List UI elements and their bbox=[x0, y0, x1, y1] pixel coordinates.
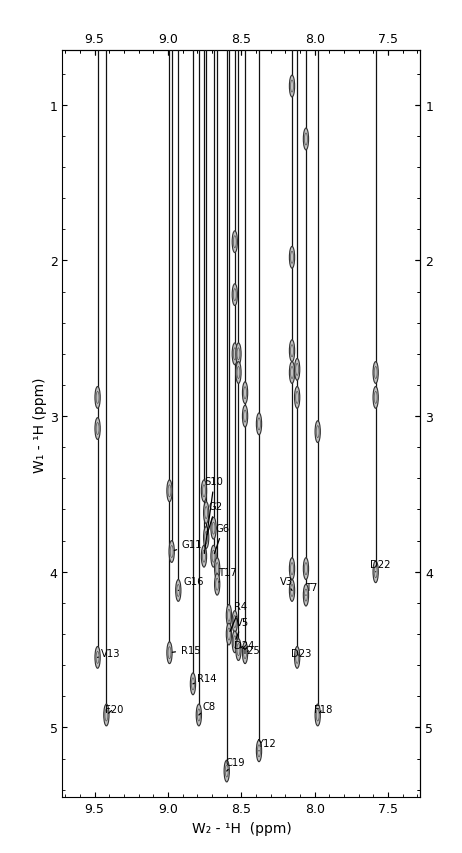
Ellipse shape bbox=[232, 284, 237, 306]
Ellipse shape bbox=[232, 344, 237, 365]
Ellipse shape bbox=[226, 605, 231, 626]
Ellipse shape bbox=[224, 760, 229, 782]
Ellipse shape bbox=[289, 247, 295, 269]
Text: G2: G2 bbox=[207, 502, 223, 535]
Ellipse shape bbox=[373, 387, 378, 409]
Ellipse shape bbox=[315, 705, 320, 726]
Ellipse shape bbox=[201, 480, 207, 502]
Ellipse shape bbox=[214, 573, 220, 595]
Text: V13: V13 bbox=[97, 648, 121, 658]
Ellipse shape bbox=[201, 546, 207, 567]
Text: R15: R15 bbox=[172, 645, 201, 655]
Ellipse shape bbox=[304, 129, 309, 151]
Ellipse shape bbox=[289, 580, 295, 601]
Ellipse shape bbox=[304, 558, 309, 580]
Text: G11: G11 bbox=[174, 539, 202, 551]
Ellipse shape bbox=[243, 406, 248, 427]
Ellipse shape bbox=[236, 344, 241, 365]
Text: F18: F18 bbox=[314, 704, 332, 714]
Ellipse shape bbox=[95, 647, 100, 669]
Ellipse shape bbox=[315, 421, 320, 443]
Text: V5: V5 bbox=[236, 617, 249, 640]
Ellipse shape bbox=[95, 418, 100, 440]
Ellipse shape bbox=[294, 647, 300, 669]
Ellipse shape bbox=[226, 624, 231, 645]
Ellipse shape bbox=[256, 740, 261, 762]
Ellipse shape bbox=[196, 705, 201, 726]
Ellipse shape bbox=[243, 642, 248, 664]
Text: D23: D23 bbox=[291, 648, 311, 658]
Ellipse shape bbox=[167, 642, 172, 664]
Ellipse shape bbox=[236, 639, 241, 661]
Ellipse shape bbox=[289, 363, 295, 384]
Ellipse shape bbox=[373, 363, 378, 384]
Text: T17: T17 bbox=[218, 567, 237, 583]
Ellipse shape bbox=[304, 584, 309, 606]
Ellipse shape bbox=[167, 480, 172, 502]
Text: Y25: Y25 bbox=[242, 645, 260, 655]
Text: G6: G6 bbox=[214, 524, 230, 554]
Ellipse shape bbox=[232, 231, 237, 253]
Text: D22: D22 bbox=[370, 560, 390, 572]
Ellipse shape bbox=[289, 558, 295, 580]
Text: G16: G16 bbox=[178, 577, 204, 591]
Text: D24: D24 bbox=[234, 640, 255, 650]
Ellipse shape bbox=[289, 340, 295, 363]
Text: F20: F20 bbox=[104, 704, 123, 714]
Ellipse shape bbox=[236, 363, 241, 384]
Ellipse shape bbox=[214, 558, 220, 580]
Ellipse shape bbox=[95, 387, 100, 409]
Text: R4: R4 bbox=[230, 601, 247, 632]
Ellipse shape bbox=[289, 76, 295, 98]
Ellipse shape bbox=[373, 561, 378, 583]
Y-axis label: W₁ - ¹H (ppm): W₁ - ¹H (ppm) bbox=[33, 377, 47, 472]
Ellipse shape bbox=[104, 705, 109, 726]
Ellipse shape bbox=[232, 631, 237, 653]
Ellipse shape bbox=[204, 527, 209, 548]
Text: C8: C8 bbox=[199, 701, 216, 715]
X-axis label: W₂ - ¹H  (ppm): W₂ - ¹H (ppm) bbox=[192, 821, 291, 835]
Ellipse shape bbox=[190, 673, 195, 695]
Ellipse shape bbox=[256, 414, 261, 435]
Ellipse shape bbox=[243, 382, 248, 404]
Ellipse shape bbox=[232, 611, 237, 633]
Ellipse shape bbox=[176, 580, 181, 601]
Text: R14: R14 bbox=[193, 673, 217, 684]
Ellipse shape bbox=[211, 518, 216, 539]
Ellipse shape bbox=[211, 546, 216, 567]
Ellipse shape bbox=[204, 502, 209, 524]
Text: T7: T7 bbox=[305, 583, 317, 595]
Ellipse shape bbox=[169, 541, 174, 563]
Text: Y12: Y12 bbox=[257, 738, 276, 751]
Ellipse shape bbox=[294, 387, 300, 409]
Ellipse shape bbox=[294, 359, 300, 380]
Text: V3: V3 bbox=[280, 577, 293, 591]
Text: C19: C19 bbox=[226, 757, 245, 771]
Text: S10: S10 bbox=[204, 477, 224, 554]
